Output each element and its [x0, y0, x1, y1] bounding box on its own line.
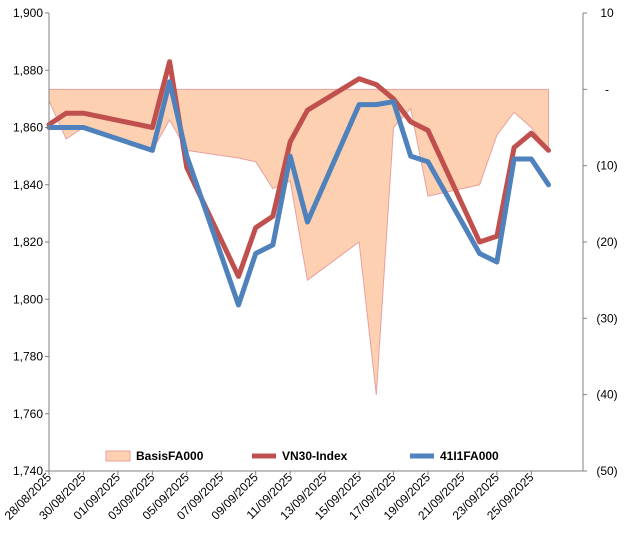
y-right-tick-label: (30) [596, 311, 617, 325]
legend-swatch-basisfa000 [106, 451, 130, 461]
legend-label-basisfa000: BasisFA000 [136, 449, 204, 463]
legend-label-vn30-index: VN30-Index [282, 449, 348, 463]
y-right-tick-label: - [605, 82, 609, 96]
y-right-tick-label: (20) [596, 235, 617, 249]
y-left-tick-label: 1,840 [13, 178, 43, 192]
y-left-tick-label: 1,780 [13, 350, 43, 364]
y-left-tick-label: 1,880 [13, 63, 43, 77]
y-right-tick-label: (40) [596, 388, 617, 402]
y-left-tick-label: 1,820 [13, 235, 43, 249]
y-left-tick-label: 1,760 [13, 407, 43, 421]
y-right-tick-label: (10) [596, 159, 617, 173]
y-left-tick-label: 1,900 [13, 6, 43, 20]
legend-label-41i1fa000: 41I1FA000 [440, 449, 499, 463]
y-right-tick-label: 10 [600, 6, 614, 20]
y-left-tick-label: 1,800 [13, 292, 43, 306]
y-right-tick-label: (50) [596, 464, 617, 478]
y-left-tick-label: 1,860 [13, 121, 43, 135]
